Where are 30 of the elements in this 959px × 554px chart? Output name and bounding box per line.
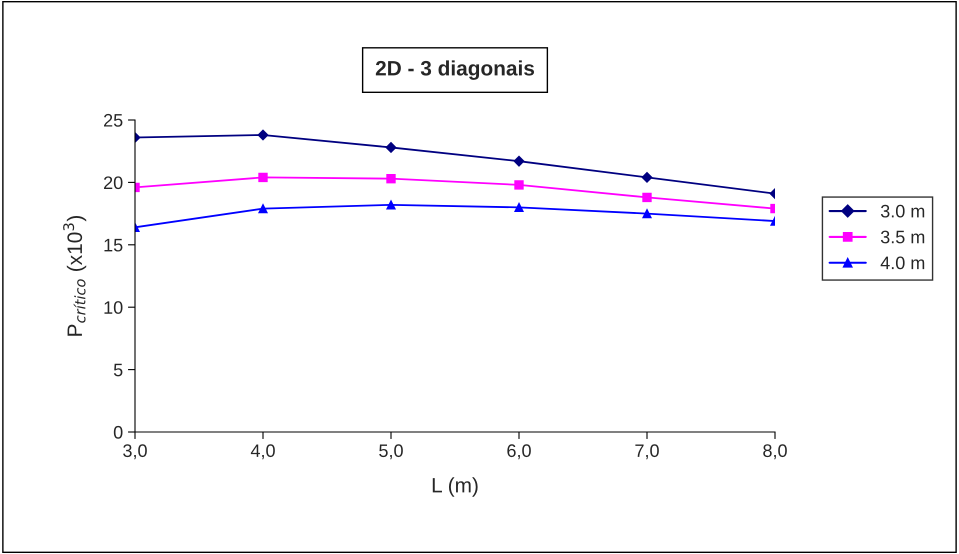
point bbox=[642, 192, 652, 202]
legend-label: 3.0 m bbox=[880, 204, 924, 218]
point bbox=[642, 172, 652, 183]
x-tick-label: 8,0 bbox=[763, 444, 787, 460]
point bbox=[258, 130, 268, 140]
x-tick-label: 6,0 bbox=[507, 444, 531, 460]
chart-title: 2D - 3 diagonais bbox=[376, 60, 534, 80]
point bbox=[386, 200, 396, 210]
point bbox=[386, 174, 396, 184]
y-tick-label: 10 bbox=[104, 301, 122, 314]
y-tick-label: 25 bbox=[104, 114, 122, 127]
y-tick-label: 20 bbox=[104, 176, 122, 190]
point bbox=[514, 156, 524, 167]
x-tick-label: 7,0 bbox=[635, 444, 659, 460]
x-axis-title: L (m) bbox=[432, 477, 478, 497]
point bbox=[642, 208, 652, 218]
y-axis-title: P$_{crítico}$ (x10$^{3}$) bbox=[63, 216, 86, 336]
point bbox=[258, 172, 268, 182]
y-tick-label: 5 bbox=[114, 364, 122, 376]
y-tick-label: 0 bbox=[114, 426, 122, 439]
x-tick-label: 5,0 bbox=[379, 444, 403, 460]
x-tick-label: 3,0 bbox=[123, 444, 147, 460]
x-tick-label: 4,0 bbox=[250, 444, 275, 460]
point bbox=[258, 204, 268, 214]
point bbox=[514, 180, 524, 190]
legend-label: 3.5 m bbox=[880, 230, 924, 244]
y-tick-label: 15 bbox=[104, 238, 122, 252]
legend-label: 4.0 m bbox=[880, 256, 924, 270]
point bbox=[386, 142, 396, 153]
point bbox=[514, 202, 524, 212]
